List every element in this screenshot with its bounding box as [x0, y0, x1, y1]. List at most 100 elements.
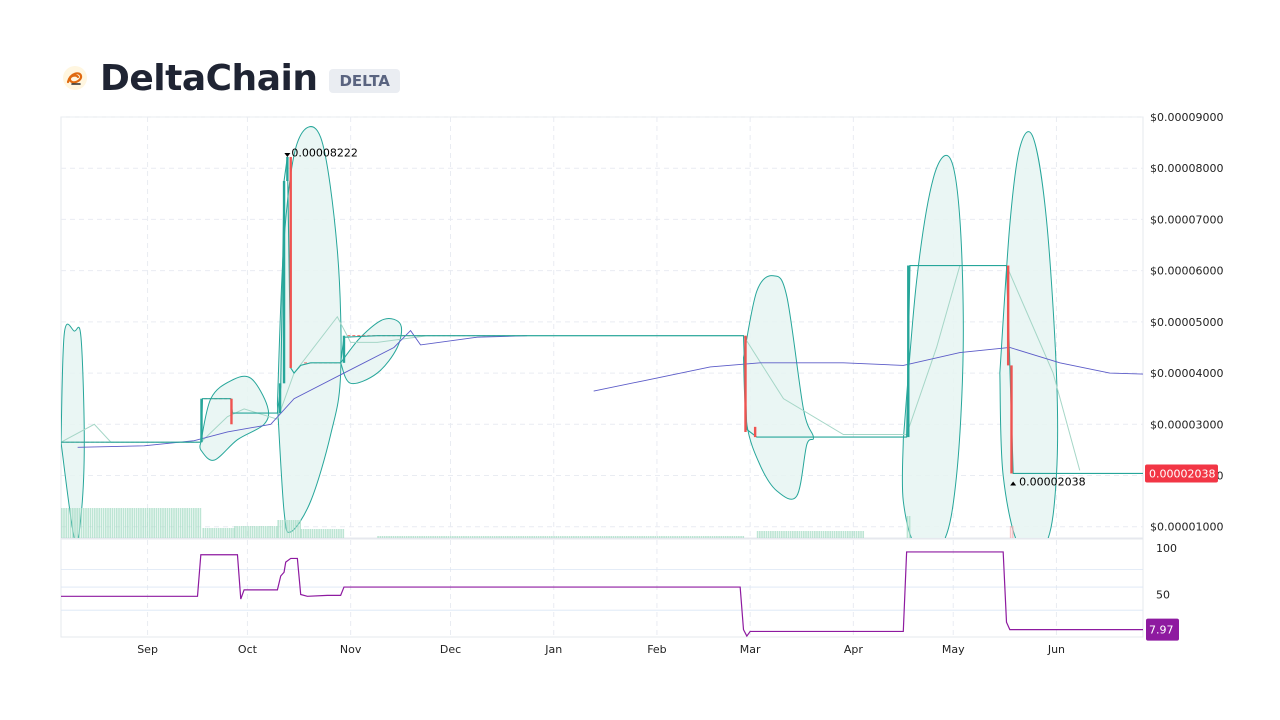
x-tick-label: Dec — [440, 643, 461, 656]
volume-bar — [179, 508, 182, 538]
volume-bar — [656, 536, 659, 538]
volume-bar — [557, 536, 560, 538]
volume-bar — [707, 536, 709, 538]
volume-bar — [908, 516, 911, 538]
volume-bar — [383, 536, 386, 538]
volume-bar — [410, 536, 412, 538]
volume-bar — [80, 508, 83, 538]
volume-bar — [251, 526, 254, 538]
volume-bar — [297, 520, 299, 538]
volume-bar — [831, 531, 834, 538]
price-panel-frame — [60, 116, 1144, 539]
volume-bar — [329, 529, 331, 538]
volume-bar — [184, 508, 186, 538]
volume-bar — [836, 531, 838, 538]
x-tick-label: Nov — [340, 643, 362, 656]
volume-bar — [630, 536, 632, 538]
volume-bar — [641, 536, 643, 538]
volume-bar — [623, 536, 626, 538]
volume-bar — [175, 508, 177, 538]
volume-bar — [805, 531, 807, 538]
volume-bar — [292, 520, 295, 538]
volume-bar — [851, 531, 854, 538]
band-blob — [340, 318, 403, 385]
volume-bar — [76, 508, 78, 538]
volume-bar — [102, 508, 105, 538]
volume-bar — [275, 526, 278, 538]
volume-bar — [833, 531, 836, 538]
volume-bar — [683, 536, 685, 538]
volume-bar — [632, 536, 635, 538]
volume-bar — [105, 508, 107, 538]
volume-bar — [69, 508, 72, 538]
volume-bar — [654, 536, 657, 538]
x-tick-label: Oct — [238, 643, 258, 656]
band-blob — [276, 126, 342, 533]
volume-bar — [262, 526, 265, 538]
volume-bar — [193, 508, 195, 538]
volume-bar — [456, 536, 459, 538]
volume-bar — [570, 536, 573, 538]
volume-bar — [669, 536, 672, 538]
volume-bar — [403, 536, 406, 538]
volume-bar — [542, 536, 544, 538]
candle — [744, 335, 747, 432]
volume-bar — [284, 520, 286, 538]
volume-bar — [509, 536, 511, 538]
volume-bar — [825, 531, 827, 538]
x-tick-label: Mar — [740, 643, 761, 656]
volume-bar — [463, 536, 465, 538]
volume-bar — [122, 508, 125, 538]
volume-bar — [502, 536, 505, 538]
volume-bar — [504, 536, 507, 538]
volume-bar — [548, 536, 551, 538]
volume-bar — [436, 536, 439, 538]
high-marker-icon — [284, 152, 291, 157]
volume-bar — [735, 536, 738, 538]
volume-bar — [377, 536, 379, 538]
volume-bar — [537, 536, 540, 538]
volume-bar — [342, 529, 345, 538]
axes: $0.00001000$0.00002000$0.00003000$0.0000… — [137, 111, 1223, 656]
volume-bar — [586, 536, 588, 538]
volume-bar — [412, 536, 415, 538]
volume-bar — [408, 536, 410, 538]
volume-bar — [414, 536, 417, 538]
volume-bar — [267, 526, 269, 538]
volume-bar — [264, 526, 267, 538]
volume-bar — [138, 508, 140, 538]
volume-bar — [619, 536, 621, 538]
volume-bar — [694, 536, 696, 538]
volume-bar — [661, 536, 663, 538]
volume-bar — [231, 528, 233, 538]
volume-bar — [449, 536, 452, 538]
band-blob — [901, 154, 964, 538]
volume-bar — [789, 531, 792, 538]
volume-bar — [829, 531, 832, 538]
volume-bar — [520, 536, 522, 538]
volume-bar — [432, 536, 434, 538]
volume-bar — [522, 536, 525, 538]
volume-bar — [177, 508, 180, 538]
volume-bar — [1009, 526, 1012, 538]
volume-bar — [447, 536, 450, 538]
volume-bar — [430, 536, 432, 538]
volume-bar — [665, 536, 668, 538]
volume-bar — [727, 536, 729, 538]
rsi-tick-label: 50 — [1156, 588, 1170, 601]
volume-bar — [842, 531, 845, 538]
price-line — [61, 156, 1143, 475]
volume-bar — [320, 529, 323, 538]
volume-bar — [698, 536, 701, 538]
volume-bar — [814, 531, 816, 538]
volume-bar — [720, 536, 723, 538]
volume-bar — [133, 508, 136, 538]
volume-bar — [67, 508, 70, 538]
volume-bar — [199, 508, 202, 538]
volume-bar — [258, 526, 260, 538]
header: DeltaChain DELTA — [62, 56, 400, 100]
volume-bar — [776, 531, 779, 538]
volume-bar — [290, 520, 293, 538]
candle — [907, 265, 910, 438]
